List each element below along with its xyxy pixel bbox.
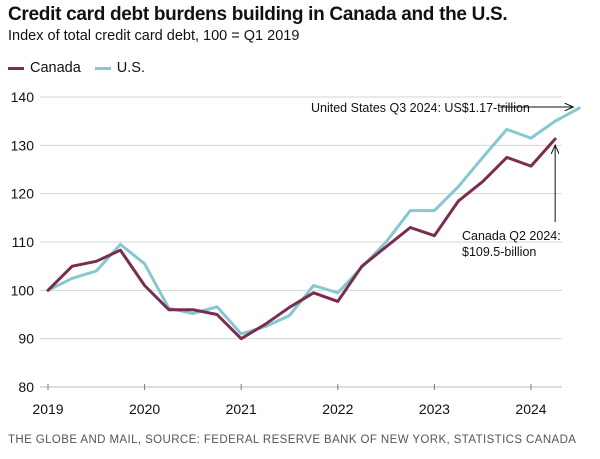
y-tick-label: 110 <box>12 234 35 250</box>
x-tick-label: 2024 <box>515 401 546 417</box>
x-axis: 2019 2020 2021 2022 2023 2024 <box>32 384 547 417</box>
legend-swatch-canada <box>8 66 24 70</box>
annotations: United States Q3 2024: US$1.17-trillion C… <box>311 101 573 259</box>
series-line-us <box>46 106 581 336</box>
x-tick-label: 2022 <box>322 401 353 417</box>
series-lines <box>46 106 581 341</box>
chart-subtitle: Index of total credit card debt, 100 = Q… <box>8 28 300 44</box>
y-tick-label: 120 <box>11 186 35 202</box>
y-axis: 80 90 100 110 120 130 140 <box>11 89 35 395</box>
annotation-us: United States Q3 2024: US$1.17-trillion <box>311 101 530 115</box>
legend-label-us: U.S. <box>116 60 145 76</box>
y-tick-label: 80 <box>18 379 34 395</box>
legend-label-canada: Canada <box>30 60 81 76</box>
y-tick-label: 100 <box>11 282 35 298</box>
legend-item-canada: Canada <box>8 60 81 76</box>
gridlines <box>40 96 562 388</box>
y-tick-label: 130 <box>11 137 35 153</box>
legend-swatch-us <box>94 66 111 70</box>
y-tick-label: 90 <box>18 331 34 347</box>
chart-title: Credit card debt burdens building in Can… <box>8 4 508 25</box>
legend-item-us: U.S. <box>94 60 145 76</box>
x-tick-label: 2021 <box>226 401 257 417</box>
annotation-canada-line: $109.5-billion <box>462 245 536 259</box>
x-tick-label: 2023 <box>419 401 450 417</box>
series-line-canada <box>46 137 557 341</box>
x-tick-label: 2020 <box>129 401 160 417</box>
legend: Canada U.S. <box>8 60 145 76</box>
y-tick-label: 140 <box>11 89 35 105</box>
source-credit: THE GLOBE AND MAIL, SOURCE: FEDERAL RESE… <box>8 434 577 446</box>
x-tick-label: 2019 <box>32 401 63 417</box>
annotation-canada-line: Canada Q2 2024: <box>462 229 561 243</box>
